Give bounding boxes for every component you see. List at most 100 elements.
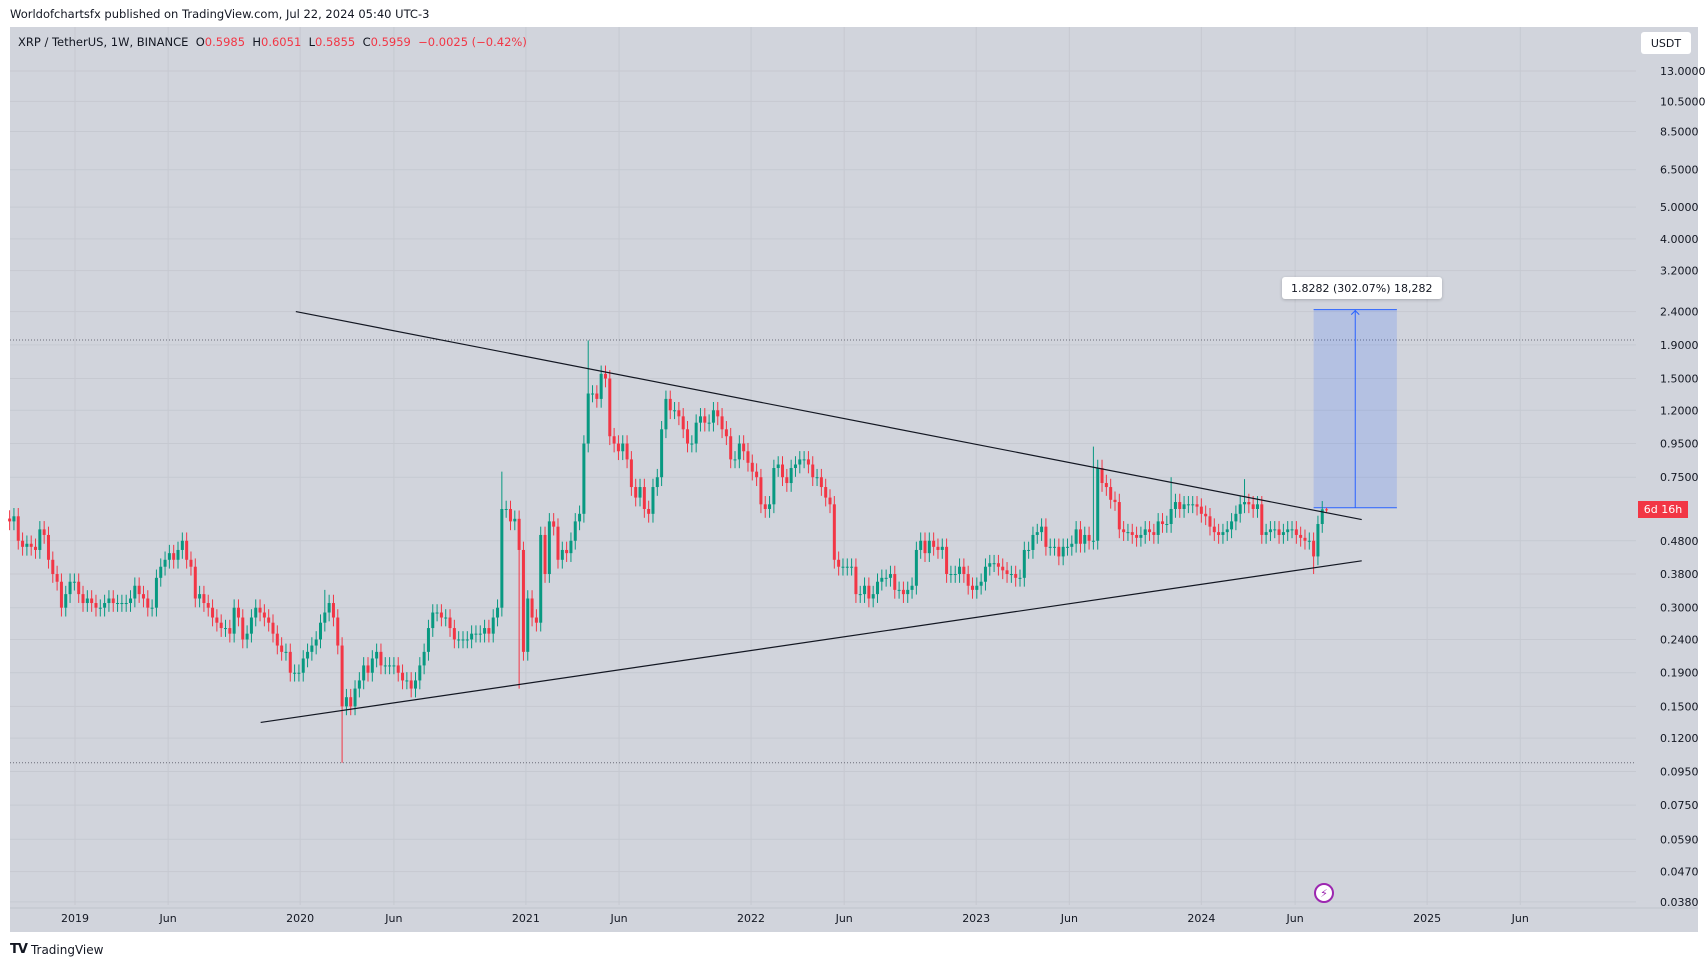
candle-body (703, 416, 707, 423)
candle-body (1238, 504, 1242, 514)
candle-body (1281, 532, 1285, 535)
candle-body (77, 581, 81, 595)
candle-body (1243, 502, 1247, 505)
candle-body (64, 594, 68, 608)
candle-body (124, 603, 128, 605)
candle-body (275, 633, 279, 646)
candle-body (1070, 543, 1074, 547)
candle-body (629, 459, 633, 488)
chart-pane[interactable] (10, 27, 1698, 932)
candle-body (133, 585, 137, 599)
lightning-icon[interactable]: ⚡︎ (1314, 883, 1334, 903)
candle-body (1178, 502, 1182, 509)
candle-body (439, 612, 443, 618)
candle-body (992, 563, 996, 565)
candle-body (1005, 570, 1009, 575)
y-tick-label: 10.5000 (1660, 95, 1706, 108)
candle-body (94, 603, 98, 608)
candle-body (591, 393, 595, 395)
candle-body (1247, 502, 1251, 505)
candle-body (724, 429, 728, 437)
candle-body (1014, 574, 1018, 578)
candle-body (556, 526, 560, 560)
candle-body (241, 617, 245, 640)
candle-body (1208, 516, 1212, 527)
candle-body (966, 574, 970, 586)
candle-body (526, 598, 530, 652)
candle-body (569, 540, 573, 554)
candle-body (772, 468, 776, 505)
x-tick-label: 2020 (286, 912, 314, 925)
candle-body (560, 549, 564, 560)
candle-body (1074, 529, 1078, 544)
candle-body (379, 651, 383, 666)
candle-body (949, 574, 953, 576)
y-tick-label: 0.0590 (1660, 833, 1699, 846)
candle-body (625, 443, 629, 460)
candle-body (500, 508, 504, 608)
candle-body (1044, 526, 1048, 547)
candle-body (72, 581, 76, 583)
candle-body (975, 585, 979, 590)
candle-body (254, 607, 258, 618)
candle-body (172, 553, 176, 560)
candle-body (51, 559, 55, 575)
candle-body (284, 651, 288, 653)
candle-body (655, 477, 659, 488)
candle-body (314, 639, 318, 646)
candle-body (496, 607, 500, 618)
currency-button[interactable]: USDT (1641, 32, 1691, 54)
candle-body (845, 566, 849, 568)
candle-body (1001, 566, 1005, 571)
trendline (295, 310, 1362, 521)
candle-body (612, 436, 616, 444)
candle-body (893, 574, 897, 590)
candle-body (129, 598, 133, 604)
candle-body (720, 416, 724, 430)
candle-body (686, 429, 690, 444)
candle-body (137, 585, 141, 595)
candle-body (1260, 504, 1264, 535)
candle-body (21, 540, 25, 547)
candle-body (513, 518, 517, 522)
candle-body (621, 443, 625, 452)
candle-body (884, 577, 888, 579)
candle-body (38, 529, 42, 550)
y-tick-label: 0.1900 (1660, 667, 1699, 680)
candle-body (103, 603, 107, 608)
candle-body (781, 464, 785, 478)
candle-body (811, 464, 815, 478)
candle-body (478, 633, 482, 635)
candle-body (107, 598, 111, 604)
candle-body (634, 487, 638, 498)
candle-body (193, 566, 197, 599)
candle-body (258, 607, 262, 613)
candle-body (979, 581, 983, 586)
y-tick-label: 0.3800 (1660, 568, 1699, 581)
candle-body (336, 617, 340, 646)
x-tick-label: 2022 (737, 912, 765, 925)
change-value: −0.0025 (−0.42%) (418, 35, 527, 49)
candle-body (664, 398, 668, 430)
candle-body (150, 607, 154, 609)
candle-body (1268, 529, 1272, 533)
candle-body (824, 487, 828, 498)
candle-body (120, 603, 124, 605)
y-tick-label: 0.4800 (1660, 535, 1699, 548)
candle-body (262, 612, 266, 618)
candle-body (910, 585, 914, 590)
candle-body (340, 645, 344, 707)
candle-body (422, 651, 426, 666)
candle-body (1286, 529, 1290, 533)
candle-body (491, 617, 495, 634)
y-tick-label: 13.0000 (1660, 65, 1706, 78)
candle-body (927, 540, 931, 554)
x-tick-label: Jun (384, 912, 402, 925)
candle-body (452, 628, 456, 640)
candle-body (1217, 532, 1221, 535)
candle-body (1221, 532, 1225, 535)
x-tick-label: 2025 (1413, 912, 1441, 925)
candle-body (694, 422, 698, 444)
candle-body (608, 378, 612, 437)
